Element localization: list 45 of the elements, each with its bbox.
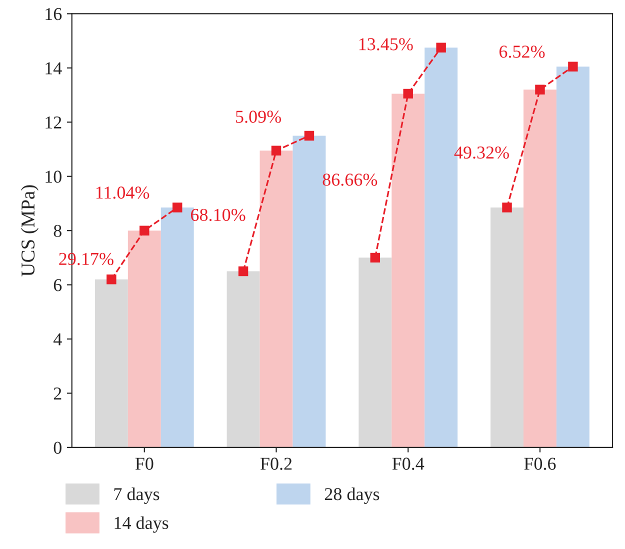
point <box>106 274 116 284</box>
y-tick-label: 0 <box>54 442 62 454</box>
point <box>436 42 446 52</box>
y-tick-label: 12 <box>46 116 62 128</box>
bar <box>226 271 260 448</box>
x-tick-label: F0.2 <box>260 458 292 470</box>
point <box>370 252 380 263</box>
annotation: 6.52% <box>499 46 545 58</box>
legend-label: 7 days <box>114 488 160 504</box>
annotation: 68.10% <box>190 208 246 222</box>
bar <box>94 279 128 448</box>
legend-label: 14 days <box>114 516 168 533</box>
point <box>403 88 413 99</box>
y-tick-label: 16 <box>46 8 62 20</box>
point <box>271 146 282 156</box>
y-tick-label: 8 <box>54 224 62 238</box>
point <box>535 84 545 94</box>
bar <box>392 94 425 448</box>
y-tick-label: 2 <box>54 388 62 400</box>
point <box>304 130 314 141</box>
point <box>172 202 182 212</box>
point <box>238 266 248 276</box>
bar <box>556 66 590 448</box>
annotation: 11.04% <box>96 186 150 199</box>
annotation: 86.66% <box>322 174 378 186</box>
x-tick-label: F0.4 <box>392 458 424 470</box>
annotation: 13.45% <box>359 38 413 50</box>
point <box>140 226 150 236</box>
annotation: 5.09% <box>236 110 282 123</box>
y-tick-label: 14 <box>46 62 62 74</box>
bar <box>358 258 392 448</box>
y-tick-label: 6 <box>54 279 62 292</box>
bar <box>523 90 556 448</box>
bar <box>260 150 293 448</box>
bar <box>490 208 524 448</box>
legend-label: 28 days <box>324 488 380 504</box>
x-tick-label: F0.6 <box>524 458 556 470</box>
point <box>568 62 578 72</box>
point <box>502 202 512 212</box>
annotation: 49.32% <box>454 146 509 159</box>
x-tick-label: F0 <box>135 458 154 470</box>
y-tick-label: 4 <box>53 333 62 346</box>
bar <box>128 230 161 448</box>
y-axis-title: UCS (MPa) <box>20 185 39 276</box>
y-tick-label: 10 <box>46 170 62 183</box>
